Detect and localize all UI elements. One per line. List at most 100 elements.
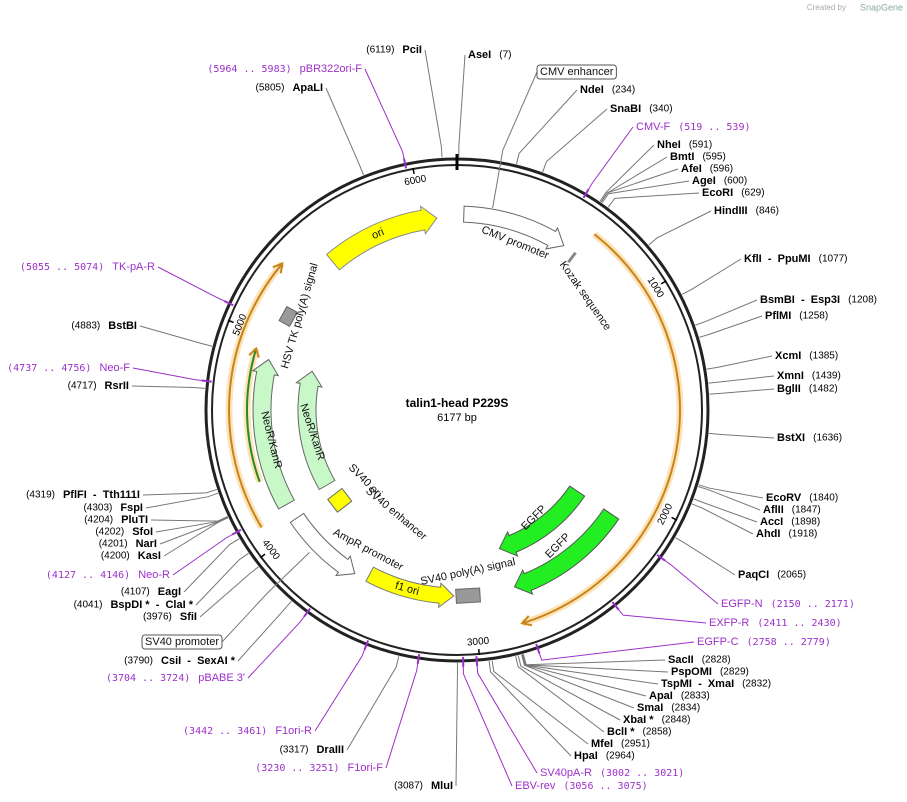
- primer-mark: [535, 643, 541, 654]
- orf-head: [520, 615, 533, 627]
- site-position: (2829): [720, 667, 749, 678]
- site-position: (2964): [606, 751, 635, 762]
- feature-box: [278, 305, 299, 328]
- site-name: EcoRI: [702, 187, 733, 199]
- site-position: (1208): [848, 295, 877, 306]
- site-name: AflII: [763, 504, 784, 516]
- site-position: (2828): [702, 655, 731, 666]
- site-leader: [346, 656, 400, 751]
- site-position: (234): [612, 85, 635, 96]
- primer-range: (3230 .. 3251): [255, 763, 339, 774]
- primer-mark: [611, 601, 620, 611]
- plasmid-title: talin1-head P229S: [406, 396, 509, 410]
- site-position: (1636): [813, 433, 842, 444]
- site-leader: [517, 655, 621, 721]
- primer-leader: [364, 68, 406, 164]
- site-position: (595): [702, 152, 725, 163]
- site-name: CsiI - SexAI *: [161, 655, 236, 667]
- primer-name: TK-pA-R: [112, 261, 155, 273]
- site-name: SnaBI: [610, 103, 641, 115]
- primer-leader: [247, 612, 308, 679]
- orf-arc: [246, 348, 261, 483]
- primer-name: pBABE 3': [198, 672, 245, 684]
- site-position: (4883): [71, 321, 100, 332]
- site-position: (2065): [777, 570, 806, 581]
- site-position: (2833): [681, 691, 710, 702]
- scale-tick: [671, 516, 678, 521]
- site-name: NarI: [136, 538, 157, 550]
- site-leader: [516, 89, 578, 165]
- primer-mark: [403, 158, 408, 169]
- site-leader: [424, 49, 443, 158]
- site-name: PciI: [402, 44, 422, 56]
- primer-mark: [223, 300, 234, 307]
- primer-leader: [462, 661, 513, 787]
- site-leader: [681, 258, 742, 295]
- site-position: (1439): [812, 371, 841, 382]
- feature-arrow: [513, 508, 620, 596]
- site-name: FspI: [120, 502, 143, 514]
- site-position: (2834): [671, 703, 700, 714]
- site-leader: [708, 375, 775, 384]
- primer-leader: [157, 266, 230, 304]
- primer-name: CMV-F: [636, 121, 671, 133]
- scale-tick: [660, 280, 667, 285]
- primer-name: F1ori-F: [348, 762, 384, 774]
- orf-head: [248, 346, 260, 358]
- primer-range: (5964 .. 5983): [207, 64, 291, 75]
- site-leader: [607, 192, 700, 208]
- site-position: (1077): [819, 254, 848, 265]
- site-name: AgeI: [692, 175, 716, 187]
- feature-arrow: [498, 485, 586, 557]
- site-name: NdeI: [580, 84, 604, 96]
- site-position: (1482): [809, 384, 838, 395]
- site-name: NheI: [657, 139, 681, 151]
- scale-tick: [478, 648, 481, 656]
- feature-box: [327, 487, 353, 513]
- site-name: PluTI: [121, 514, 148, 526]
- site-position: (846): [756, 206, 779, 217]
- site-leader: [455, 662, 458, 787]
- plasmid-size: 6177 bp: [437, 412, 477, 424]
- primer-range: (2150 .. 2171): [771, 599, 855, 610]
- feature-label: Kozak sequence: [557, 259, 613, 333]
- site-position: (3317): [280, 745, 309, 756]
- site-name: MluI: [431, 780, 453, 792]
- site-position: (7): [499, 50, 511, 61]
- site-name: RsrII: [105, 380, 129, 392]
- site-name: DraIII: [316, 744, 344, 756]
- feature-label: ori: [370, 226, 386, 242]
- primer-range: (3704 .. 3724): [106, 673, 190, 684]
- site-leader: [521, 654, 647, 697]
- site-name: EagI: [158, 586, 181, 598]
- site-leader: [155, 516, 228, 533]
- primer-mark: [303, 607, 311, 618]
- label-box: [141, 634, 223, 650]
- primer-mark: [416, 653, 421, 665]
- site-name: BclI *: [607, 726, 635, 738]
- primer-leader: [615, 605, 707, 624]
- site-name: ApaI: [649, 690, 673, 702]
- primer-range: (2758 .. 2779): [747, 637, 831, 648]
- site-position: (6119): [366, 45, 394, 56]
- scale-tick: [412, 167, 415, 175]
- site-position: (3790): [124, 656, 153, 667]
- feature-arrow: [295, 370, 336, 491]
- scale-tick: [227, 319, 234, 324]
- site-position: (4303): [83, 503, 112, 514]
- feature-arrow: [325, 205, 438, 271]
- site-name: XcmI: [775, 350, 801, 362]
- label-box: [536, 64, 617, 80]
- site-name: AfeI: [681, 163, 702, 175]
- site-name: BmtI: [670, 151, 694, 163]
- site-leader: [699, 315, 763, 338]
- site-leader: [698, 486, 761, 511]
- site-position: (1258): [799, 311, 828, 322]
- primer-leader: [476, 661, 538, 774]
- primer-name: F1ori-R: [275, 725, 312, 737]
- site-position: (4041): [74, 600, 103, 611]
- site-position: (600): [724, 176, 747, 187]
- site-position: (4319): [26, 490, 55, 501]
- logo-prefix: Created by: [807, 3, 846, 12]
- primer-mark: [201, 379, 212, 383]
